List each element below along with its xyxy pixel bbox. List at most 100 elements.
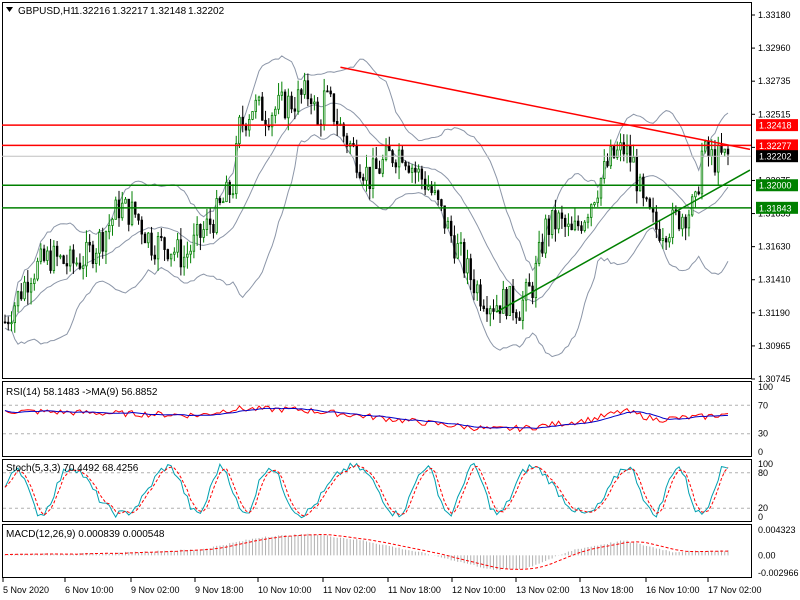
svg-text:1.32277: 1.32277 [759, 141, 792, 151]
candle [625, 134, 629, 164]
stochastic-tick-label: 0 [758, 512, 763, 522]
stochastic-lines [3, 462, 750, 519]
candle [290, 91, 293, 114]
candle [173, 247, 176, 262]
stochastic-main-line [4, 462, 729, 519]
candle [16, 290, 20, 313]
candle [394, 159, 398, 174]
candle [655, 205, 658, 239]
candle [75, 257, 78, 267]
candle [130, 191, 134, 227]
trendline-support[interactable] [496, 169, 751, 313]
candle [192, 223, 196, 259]
candle [26, 270, 29, 305]
candle [169, 253, 173, 267]
candle [332, 93, 336, 126]
candle [599, 177, 603, 206]
candle [33, 273, 36, 291]
stochastic-label: Stoch(5,3,3) 70.4492 68.4256 [6, 463, 139, 474]
price-tick-label: 1.32735 [758, 76, 791, 86]
candle [459, 232, 463, 256]
candle [365, 154, 368, 192]
candle [176, 232, 179, 258]
candle [436, 189, 440, 206]
candle [156, 232, 160, 271]
candle [629, 134, 632, 172]
candle [677, 209, 681, 232]
candle [108, 214, 111, 240]
candle [557, 210, 560, 234]
candle [554, 199, 557, 242]
macd-panel[interactable]: MACD(12,26,9) 0.000839 0.000548 [4, 529, 729, 571]
trendline-resistance[interactable] [340, 66, 751, 151]
candle [619, 133, 622, 162]
stochastic-panel[interactable]: Stoch(5,3,3) 70.4492 68.4256 [3, 462, 750, 519]
price-panel[interactable]: GBPUSD,H1 1.32216 1.32217 1.32148 1.3220… [2, 6, 751, 358]
price-tick-label: 1.30745 [758, 374, 791, 384]
candle [397, 143, 401, 180]
macd-histogram [4, 533, 729, 571]
price-tick-label: 1.33180 [758, 10, 791, 20]
candle [469, 253, 472, 290]
dropdown-triangle-icon[interactable] [6, 7, 13, 12]
candle [368, 166, 371, 200]
candle [463, 238, 466, 278]
candle [7, 316, 10, 331]
stochastic-tick-label: 20 [758, 503, 768, 513]
candle [287, 88, 290, 131]
candle [46, 246, 49, 266]
candle [124, 197, 127, 204]
candle [668, 233, 671, 248]
candle [563, 214, 567, 237]
candle [717, 136, 720, 185]
ohlc-close: 1.32202 [188, 6, 225, 17]
candle [270, 112, 274, 137]
rsi-panel[interactable]: RSI(14) 58.1483 ->MA(9) 56.8852 [3, 387, 750, 435]
stochastic-tick-label: 80 [758, 468, 768, 478]
candle [479, 279, 482, 311]
candle [179, 228, 183, 276]
candle [596, 190, 599, 207]
trendlines[interactable] [340, 66, 751, 313]
candle [616, 141, 619, 160]
price-badge: 1.32202 [756, 150, 798, 163]
candle [267, 118, 270, 131]
candle [235, 135, 238, 199]
time-tick-label: 9 Nov 18:00 [195, 585, 244, 595]
candle [658, 219, 661, 243]
rsi-axis: 100 70 30 0 [758, 382, 773, 457]
candle [160, 228, 163, 242]
candle [449, 215, 453, 243]
candle [681, 213, 684, 237]
candle [261, 92, 264, 121]
candle [476, 280, 479, 301]
candle [231, 184, 235, 199]
candle [384, 138, 388, 162]
symbol-label: GBPUSD,H1 [18, 6, 76, 17]
candle [349, 140, 352, 154]
candle [726, 144, 730, 166]
candle [300, 88, 303, 104]
time-tick-label: 17 Nov 02:00 [708, 585, 762, 595]
candle [482, 299, 485, 312]
candle [42, 244, 46, 263]
candle [567, 213, 570, 237]
candle [254, 94, 257, 119]
candle [674, 205, 678, 216]
candle [36, 257, 39, 282]
candle [147, 231, 150, 248]
candle [101, 227, 104, 259]
candle [303, 72, 306, 99]
candle [277, 83, 280, 115]
rsi-label: RSI(14) 58.1483 ->MA(9) 56.8852 [6, 387, 158, 398]
candle [91, 240, 95, 269]
candle [55, 241, 59, 267]
candlesticks [3, 72, 730, 333]
candle [29, 277, 33, 305]
price-badge: 1.32000 [756, 179, 798, 192]
candle [378, 160, 381, 175]
time-axis: 5 Nov 2020 6 Nov 10:00 9 Nov 02:00 9 Nov 18… [2, 578, 762, 595]
candle [257, 95, 261, 106]
candle [218, 196, 222, 206]
